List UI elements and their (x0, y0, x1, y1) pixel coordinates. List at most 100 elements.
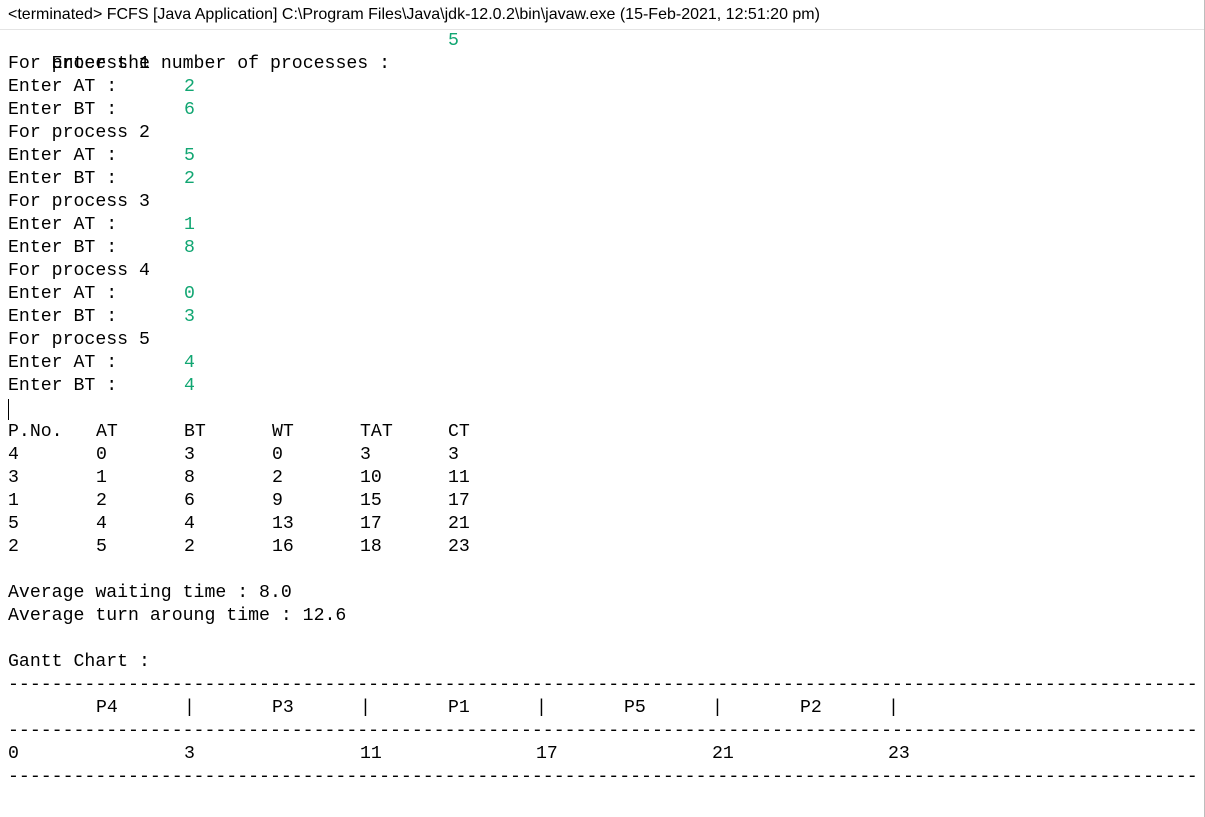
bt-line: Enter BT : 4 (8, 375, 1198, 398)
table-cell: 4 (184, 514, 195, 534)
at-line: Enter AT : 4 (8, 352, 1198, 375)
gantt-separator-middle: ----------------------------------------… (8, 721, 1198, 741)
gantt-times-row: 0 3 11 17 21 23 (8, 743, 1198, 766)
table-cell: 3 (360, 445, 371, 465)
table-cell: 2 (8, 537, 19, 557)
process-input-section: For process 1 Enter AT : 2 Enter BT : 6 For p… (8, 53, 1198, 398)
gantt-time-label: 0 (8, 744, 19, 764)
gantt-divider: | (184, 698, 195, 718)
table-row: 2 5 2 16 18 23 (8, 536, 1198, 559)
bt-line: Enter BT : 3 (8, 306, 1198, 329)
gantt-time-label: 3 (184, 744, 195, 764)
console-title-text: <terminated> FCFS [Java Application] C:\… (8, 6, 820, 23)
table-cell: 4 (96, 514, 107, 534)
bt-prompt: Enter BT : (8, 238, 118, 258)
table-cell: 9 (272, 491, 283, 511)
at-prompt: Enter AT : (8, 353, 118, 373)
bt-input-value: 4 (184, 376, 195, 396)
table-cell: 1 (8, 491, 19, 511)
table-cell: 2 (96, 491, 107, 511)
process-header: For process 1 (8, 54, 150, 74)
at-input-value: 2 (184, 77, 195, 97)
gantt-divider: | (536, 698, 547, 718)
bt-prompt: Enter BT : (8, 169, 118, 189)
bt-prompt: Enter BT : (8, 307, 118, 327)
table-cell: 0 (96, 445, 107, 465)
table-cell: 1 (96, 468, 107, 488)
console-line-blank (8, 628, 1198, 651)
bt-line: Enter BT : 6 (8, 99, 1198, 122)
at-input-value: 1 (184, 215, 195, 235)
table-header-row: P.No. AT BT WT TAT CT (8, 421, 1198, 444)
table-cell: 2 (184, 537, 195, 557)
table-header-cell: CT (448, 422, 470, 442)
table-cell: 0 (272, 445, 283, 465)
table-row: 5 4 4 13 17 21 (8, 513, 1198, 536)
at-prompt: Enter AT : (8, 215, 118, 235)
gantt-block-label: P3 (272, 698, 294, 718)
table-cell: 23 (448, 537, 470, 557)
table-cell: 5 (96, 537, 107, 557)
table-cell: 15 (360, 491, 382, 511)
at-input-value: 0 (184, 284, 195, 304)
console-line-num-processes: Enter the number of processes : 5 (8, 30, 1198, 74)
table-cell: 13 (272, 514, 294, 534)
bt-input-value: 3 (184, 307, 195, 327)
process-header: For process 3 (8, 192, 150, 212)
bt-input-value: 8 (184, 238, 195, 258)
console-line-blank (8, 559, 1198, 582)
table-cell: 5 (8, 514, 19, 534)
bt-prompt: Enter BT : (8, 376, 118, 396)
gantt-blocks-row: P4 | P3 | P1 | P5 | P2 | (8, 697, 1198, 720)
gantt-time-label: 17 (536, 744, 558, 764)
table-cell: 11 (448, 468, 470, 488)
gantt-chart-title: Gantt Chart : (8, 652, 150, 672)
gantt-block-label: P4 (96, 698, 118, 718)
table-cell: 10 (360, 468, 382, 488)
num-processes-prompt: Enter the number of processes : (51, 54, 391, 74)
table-row: 1 2 6 9 15 17 (8, 490, 1198, 513)
at-line: Enter AT : 5 (8, 145, 1198, 168)
gantt-time-label: 21 (712, 744, 734, 764)
table-cell: 3 (184, 445, 195, 465)
table-cell: 18 (360, 537, 382, 557)
table-cell: 16 (272, 537, 294, 557)
table-header-cell: P.No. (8, 422, 63, 442)
table-cell: 8 (184, 468, 195, 488)
bt-line: Enter BT : 2 (8, 168, 1198, 191)
bt-input-value: 6 (184, 100, 195, 120)
table-cell: 3 (8, 468, 19, 488)
table-cell: 4 (8, 445, 19, 465)
gantt-separator-bottom: ----------------------------------------… (8, 767, 1198, 787)
at-line: Enter AT : 1 (8, 214, 1198, 237)
gantt-block-label: P1 (448, 698, 470, 718)
process-header: For process 5 (8, 330, 150, 350)
at-input-value: 4 (184, 353, 195, 373)
average-waiting-time: Average waiting time : 8.0 (8, 583, 292, 603)
table-cell: 21 (448, 514, 470, 534)
table-cell: 17 (360, 514, 382, 534)
gantt-block-label: P2 (800, 698, 822, 718)
at-prompt: Enter AT : (8, 146, 118, 166)
process-header: For process 2 (8, 123, 150, 143)
at-prompt: Enter AT : (8, 77, 118, 97)
at-line: Enter AT : 2 (8, 76, 1198, 99)
table-header-cell: BT (184, 422, 206, 442)
bt-line: Enter BT : 8 (8, 237, 1198, 260)
process-header: For process 4 (8, 261, 150, 281)
table-cell: 2 (272, 468, 283, 488)
text-cursor (8, 399, 9, 420)
bt-input-value: 2 (184, 169, 195, 189)
table-cell: 6 (184, 491, 195, 511)
gantt-time-label: 11 (360, 744, 382, 764)
at-line: Enter AT : 0 (8, 283, 1198, 306)
table-row: 4 0 3 0 3 3 (8, 444, 1198, 467)
gantt-divider: | (712, 698, 723, 718)
gantt-separator-top: ----------------------------------------… (8, 675, 1198, 695)
table-header-cell: TAT (360, 422, 393, 442)
at-input-value: 5 (184, 146, 195, 166)
gantt-block-label: P5 (624, 698, 646, 718)
gantt-divider: | (360, 698, 371, 718)
console-output[interactable]: Enter the number of processes : 5 For pr… (8, 30, 1198, 815)
num-processes-input: 5 (448, 31, 459, 51)
